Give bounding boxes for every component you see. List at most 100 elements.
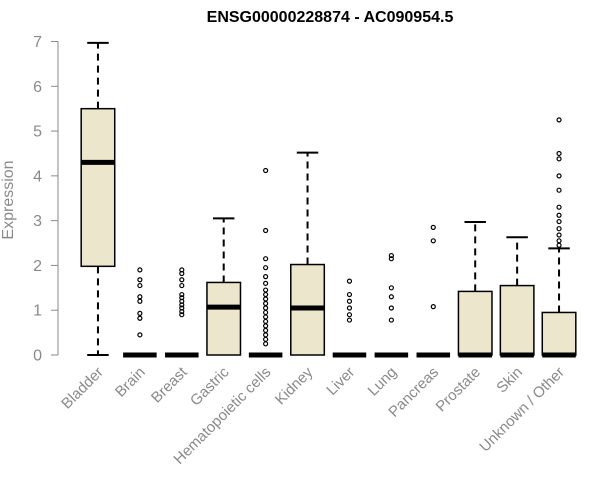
outlier-point [263,274,269,280]
outlier-point [263,309,269,316]
outlier-point [137,267,143,273]
outlier-point [263,227,269,234]
outlier-point [137,332,143,338]
outlier-point [263,300,269,307]
outlier-point [263,256,269,262]
outlier-point [263,265,269,271]
outlier-point [556,156,562,162]
x-tick-label: Prostate [433,364,485,416]
x-tick-label: Bladder [58,364,107,413]
box-liver [332,278,367,358]
box-pancreas [416,224,451,358]
y-axis: 0 1 2 3 4 5 6 7 [33,34,59,365]
outlier-point [263,314,269,320]
outlier-point [179,277,185,283]
outlier-point [346,317,353,323]
outlier-point [263,341,269,347]
outlier-point [556,218,562,225]
outlier-point [556,242,562,248]
outlier-point [179,295,185,301]
outlier-point [388,317,394,323]
outlier-point [137,294,143,300]
outlier-point [346,305,353,311]
x-tick-label: Breast [148,363,191,406]
box-gastric [206,217,242,356]
outlier-point [388,252,394,259]
outlier-point [263,336,269,342]
y-tick-label: 6 [33,79,42,96]
boxes-group [80,41,577,358]
outlier-point [137,277,143,283]
outlier-point [556,238,562,244]
y-tick-label: 3 [33,213,42,230]
box-rect [206,281,242,356]
box-hematopoietic-cells [248,167,283,358]
y-tick-label: 5 [33,124,42,141]
x-tick-label: Brain [112,364,149,401]
outlier-point [430,238,436,244]
outlier-point [137,282,143,289]
x-tick-label: Kidney [272,363,317,408]
box-unknown-other [541,117,577,358]
outlier-point [388,285,394,291]
box-prostate [457,220,493,358]
y-axis-label: Expression [0,160,17,239]
y-tick-label: 4 [33,168,42,185]
outlier-point [263,305,269,311]
outlier-point [556,212,562,218]
outlier-point [556,173,562,179]
outlier-point [556,117,562,123]
outlier-point [263,327,269,333]
outlier-point [137,310,143,316]
outlier-point [263,318,269,325]
outlier-point [388,294,394,300]
x-tick-label: Liver [323,364,358,399]
outlier-point [137,298,143,304]
outlier-point [556,232,562,238]
outlier-point [179,282,185,289]
y-tick-label: 7 [33,34,42,51]
outlier-point [556,187,562,193]
outlier-point [346,312,353,318]
outlier-point [263,296,269,302]
box-lung [374,252,409,358]
outlier-point [263,323,269,329]
outlier-point [430,304,436,310]
outlier-point [556,226,562,232]
box-skin [499,236,535,358]
outlier-point [263,287,269,293]
outlier-point [179,267,185,273]
outlier-point [263,280,269,286]
outlier-point [263,167,269,174]
outlier-point [388,256,394,262]
y-tick-label: 1 [33,303,42,320]
outlier-point [556,150,562,157]
outlier-point [179,312,185,318]
outlier-point [137,315,143,321]
x-tick-label: Lung [365,364,401,400]
x-tick-label: Skin [493,364,526,397]
chart-title: ENSG00000228874 - AC090954.5 [207,9,454,26]
box-bladder [80,41,116,356]
outlier-point [430,224,436,230]
outlier-point [346,291,353,298]
outlier-point [179,291,185,298]
box-breast [165,267,199,358]
outlier-point [388,305,394,311]
outlier-point [263,291,269,298]
box-rect [499,284,535,356]
box-brain [123,267,157,358]
y-tick-label: 2 [33,258,42,275]
outlier-point [179,305,185,311]
box-rect [457,290,493,356]
y-tick-label: 0 [33,348,42,365]
outlier-point [346,278,353,284]
outlier-point [346,298,353,304]
outlier-point [263,332,269,338]
box-rect [541,311,577,356]
outlier-point [556,204,562,210]
box-rect [80,107,116,268]
box-kidney [290,151,326,356]
